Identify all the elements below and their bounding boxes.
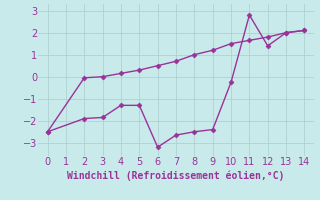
X-axis label: Windchill (Refroidissement éolien,°C): Windchill (Refroidissement éolien,°C) — [67, 170, 285, 181]
